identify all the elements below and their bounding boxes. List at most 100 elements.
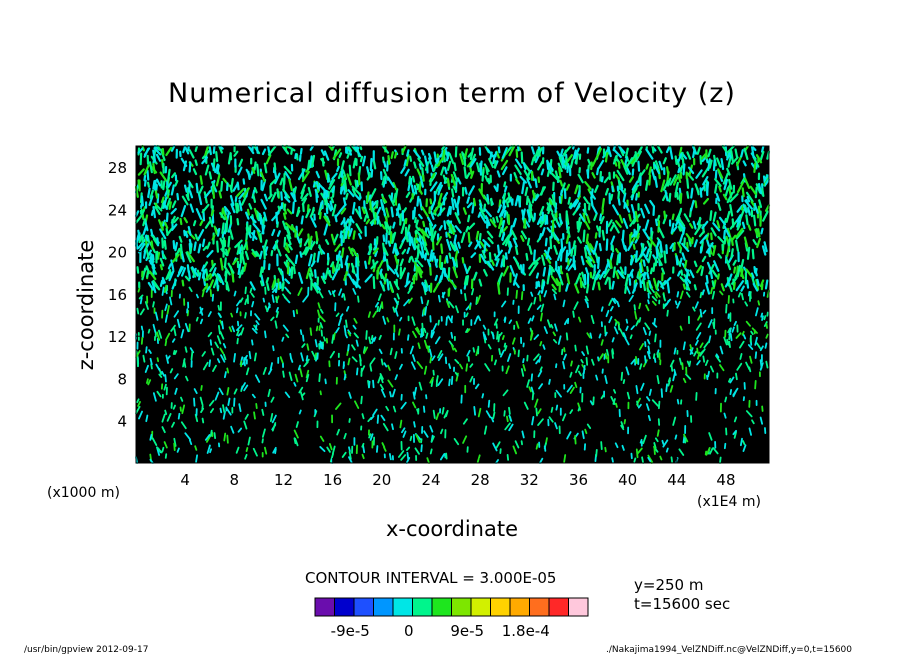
contour-segment	[294, 254, 299, 265]
y-tick-label: 8	[117, 370, 127, 388]
contour-segment	[285, 144, 296, 152]
contour-segment	[657, 400, 661, 410]
contour-segment	[760, 312, 764, 318]
contour-segment	[375, 200, 379, 209]
contour-segment	[706, 261, 712, 272]
contour-segment	[545, 246, 551, 260]
contour-segment	[318, 244, 323, 255]
footer-right: ./Nakajima1994_VelZNDiff.nc@VelZNDiff,y=…	[606, 645, 852, 654]
contour-segment	[760, 227, 764, 235]
contour-segment	[466, 196, 471, 204]
contour-segment	[347, 331, 352, 337]
contour-segment	[421, 206, 429, 218]
contour-segment	[222, 343, 227, 349]
contour-segment	[464, 186, 468, 195]
contour-segment	[577, 173, 584, 184]
contour-segment	[165, 185, 170, 196]
contour-segment	[523, 401, 529, 410]
contour-segment	[348, 418, 351, 423]
contour-segment	[613, 326, 619, 335]
contour-segment	[541, 227, 546, 237]
contour-segment	[497, 144, 501, 154]
contour-segment	[245, 211, 250, 220]
contour-segment	[640, 263, 644, 273]
contour-segment	[408, 175, 412, 185]
contour-segment	[314, 339, 318, 348]
contour-segment	[185, 375, 189, 382]
contour-segment	[754, 351, 758, 359]
contour-segment	[454, 371, 459, 377]
contour-segment	[493, 318, 499, 326]
contour-segment	[723, 178, 729, 191]
contour-segment	[651, 322, 658, 328]
contour-segment	[450, 188, 455, 198]
contour-segment	[611, 457, 614, 463]
contour-segment	[562, 360, 566, 370]
contour-segment	[676, 291, 680, 298]
contour-segment	[656, 144, 663, 154]
contour-segment	[534, 178, 538, 188]
contour-segment	[630, 194, 635, 201]
contour-segment	[412, 391, 416, 400]
contour-segment	[677, 152, 683, 163]
contour-segment	[139, 152, 143, 166]
contour-segment	[320, 149, 326, 157]
contour-segment	[604, 352, 608, 360]
contour-segment	[147, 187, 151, 199]
contour-segment	[413, 184, 418, 195]
contour-segment	[236, 337, 239, 345]
contour-segment	[377, 293, 382, 301]
contour-segment	[293, 382, 297, 387]
contour-segment	[641, 273, 646, 280]
contour-segment	[699, 187, 703, 198]
contour-segment	[529, 208, 533, 219]
contour-segment	[202, 285, 208, 292]
contour-segment	[574, 344, 577, 352]
contour-segment	[504, 235, 511, 247]
contour-segment	[611, 337, 615, 343]
contour-segment	[753, 214, 757, 227]
contour-segment	[650, 230, 654, 240]
contour-segment	[583, 196, 590, 204]
contour-segment	[445, 316, 448, 326]
contour-segment	[466, 349, 471, 357]
contour-segment	[542, 344, 546, 350]
contour-segment	[537, 160, 544, 171]
contour-segment	[147, 379, 152, 386]
colorbar-swatch	[529, 597, 550, 617]
contour-segment	[394, 351, 398, 359]
contour-segment	[630, 203, 635, 214]
contour-segment	[202, 268, 207, 277]
contour-segment	[435, 235, 443, 246]
contour-segment	[755, 279, 760, 291]
contour-segment	[428, 222, 433, 235]
contour-segment	[385, 207, 390, 218]
contour-segment	[319, 446, 326, 453]
contour-segment	[503, 181, 507, 188]
contour-segment	[612, 155, 618, 165]
contour-segment	[726, 338, 730, 346]
contour-segment	[402, 430, 407, 438]
contour-segment	[171, 172, 177, 179]
contour-segment	[504, 422, 511, 431]
contour-segment	[206, 249, 214, 258]
contour-segment	[539, 312, 543, 322]
contour-segment	[535, 149, 539, 157]
contour-segment	[586, 241, 593, 253]
contour-segment	[658, 160, 664, 171]
contour-segment	[701, 220, 709, 230]
colorbar-tick-label: 9e-5	[450, 622, 484, 640]
contour-segment	[161, 426, 166, 434]
contour-segment	[300, 352, 304, 362]
contour-segment	[522, 162, 527, 171]
contour-segment	[471, 288, 475, 296]
contour-segment	[264, 330, 267, 339]
contour-segment	[443, 220, 447, 231]
contour-segment	[357, 233, 362, 240]
contour-segment	[163, 441, 168, 449]
contour-segment	[584, 221, 591, 230]
contour-segment	[594, 232, 598, 239]
contour-segment	[186, 264, 190, 273]
contour-segment	[722, 172, 729, 185]
contour-segment	[434, 274, 438, 282]
